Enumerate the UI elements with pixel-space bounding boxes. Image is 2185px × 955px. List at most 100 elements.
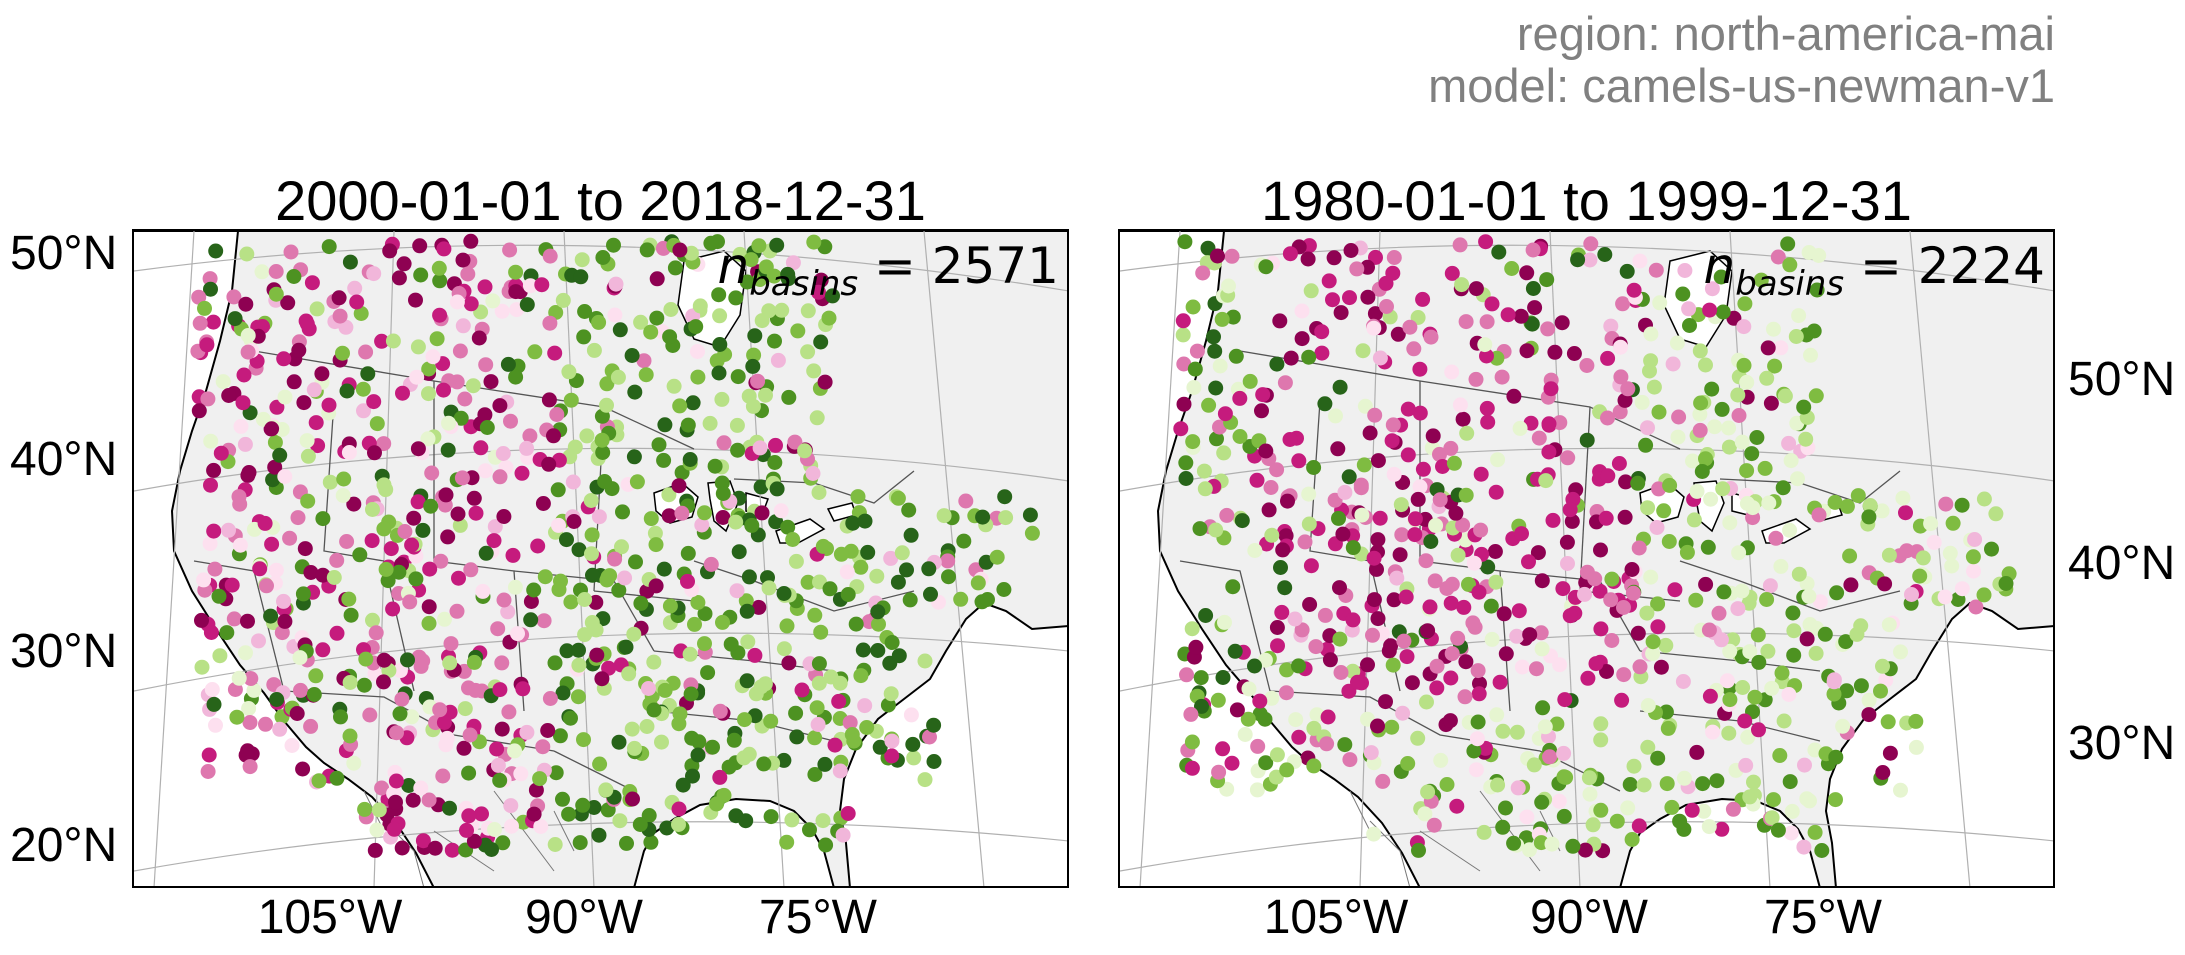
basin-point	[903, 527, 919, 543]
basin-point	[953, 591, 969, 607]
state-border	[1309, 400, 1371, 562]
basin-point	[1306, 720, 1322, 736]
basin-point	[336, 471, 352, 487]
basin-point	[204, 682, 220, 697]
basin-point	[690, 344, 705, 359]
basin-point	[815, 813, 831, 829]
basin-point	[850, 489, 866, 505]
basin-point	[1470, 663, 1486, 679]
basin-point	[1643, 353, 1659, 369]
basin-point	[1465, 615, 1481, 631]
basin-point	[751, 599, 767, 615]
basin-point	[541, 456, 557, 472]
basin-point	[641, 681, 656, 696]
basin-point	[388, 794, 403, 810]
basin-point	[1450, 630, 1466, 646]
basin-point	[584, 615, 600, 630]
basin-point	[1300, 251, 1316, 267]
basin-point	[542, 691, 558, 706]
basin-point	[1399, 649, 1415, 665]
basin-point	[1275, 542, 1291, 558]
basin-point	[1522, 627, 1538, 643]
basin-point	[254, 264, 270, 280]
basin-point	[1277, 580, 1293, 596]
basin-point	[471, 330, 487, 346]
basin-point	[750, 373, 766, 389]
basin-point	[738, 813, 754, 829]
basin-point	[478, 357, 494, 373]
basin-point	[1542, 749, 1558, 765]
basin-point	[1703, 491, 1719, 507]
basin-point	[455, 252, 471, 268]
basin-point	[1386, 466, 1402, 482]
basin-point	[712, 337, 728, 352]
basin-point	[1766, 792, 1781, 808]
basin-point	[1763, 395, 1779, 411]
basin-point	[591, 827, 607, 843]
basin-point	[523, 612, 539, 628]
basin-point	[1976, 587, 1992, 603]
basin-point	[1400, 756, 1416, 771]
basin-point	[366, 266, 382, 282]
basin-point	[1739, 463, 1755, 479]
basin-point	[1998, 576, 2014, 591]
graticule-line	[134, 244, 1067, 292]
basin-point	[1303, 283, 1319, 299]
basin-point	[1525, 242, 1541, 258]
basin-point	[495, 446, 511, 461]
basin-point	[295, 761, 311, 777]
basin-point	[1488, 484, 1504, 500]
basin-point	[1407, 527, 1423, 543]
right-map-panel[interactable]: nbasins = 2224	[1118, 229, 2055, 888]
basin-point	[1593, 716, 1609, 732]
basin-point	[711, 287, 727, 303]
right-panel-title: 1980-01-01 to 1999-12-31	[1261, 169, 1912, 232]
basin-point	[626, 626, 642, 642]
basin-point	[536, 613, 552, 629]
basin-point	[1731, 408, 1747, 423]
basin-point	[212, 648, 228, 664]
basin-point	[1695, 776, 1711, 792]
basin-point	[1698, 357, 1713, 373]
basin-point	[809, 410, 825, 426]
basin-point	[656, 452, 672, 468]
basin-point	[643, 511, 659, 527]
basin-point	[1261, 502, 1277, 518]
basin-point	[787, 434, 803, 450]
basin-point	[1598, 510, 1614, 526]
basin-point	[1722, 643, 1738, 659]
basin-point	[1175, 327, 1191, 343]
basin-point	[408, 571, 424, 587]
basin-point	[276, 593, 291, 609]
basin-point	[611, 734, 627, 750]
basin-point	[807, 607, 823, 623]
basin-point	[452, 343, 468, 359]
graticule-line	[1909, 231, 1971, 886]
basin-point	[702, 415, 718, 431]
basin-point	[1736, 319, 1752, 335]
lat-tick-label: 30°N	[10, 625, 118, 678]
basin-point	[226, 289, 242, 305]
basin-point	[394, 840, 410, 856]
basin-point	[723, 636, 739, 652]
basin-point	[1672, 813, 1688, 829]
basin-point	[815, 538, 831, 554]
basin-point	[1593, 802, 1609, 818]
basin-point	[1625, 585, 1641, 601]
basin-point	[813, 624, 829, 640]
basin-point	[1249, 472, 1265, 488]
basin-point	[276, 351, 292, 367]
basin-point	[715, 510, 731, 525]
basin-point	[1620, 800, 1636, 816]
left-map-panel[interactable]: nbasins = 2571	[132, 229, 1069, 888]
basin-point	[800, 574, 816, 590]
basin-point	[1665, 356, 1681, 372]
basin-point	[440, 529, 456, 545]
basin-point	[1237, 727, 1253, 742]
basin-point	[1636, 777, 1652, 793]
basin-point	[1877, 576, 1893, 592]
basin-point	[408, 292, 423, 308]
basin-point	[1764, 810, 1780, 826]
basin-point	[1217, 406, 1233, 422]
basin-point	[797, 443, 813, 459]
